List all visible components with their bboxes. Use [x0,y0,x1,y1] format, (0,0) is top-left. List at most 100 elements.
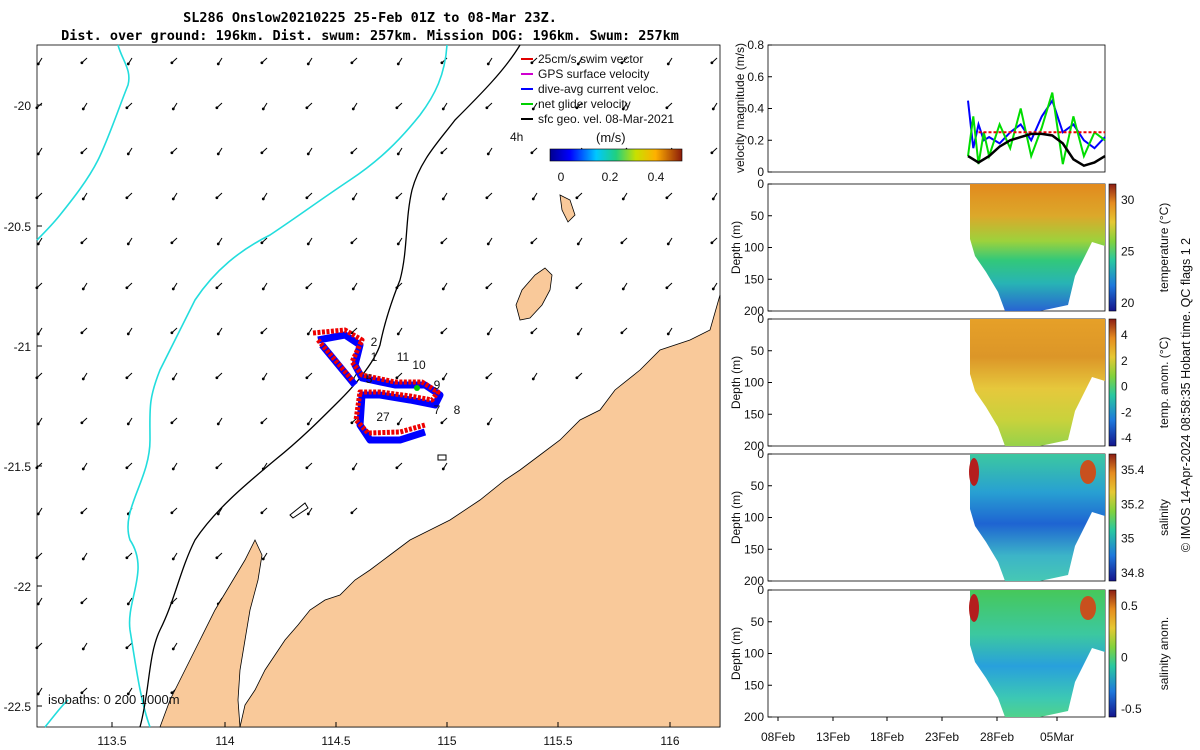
section-colorbar [1108,589,1117,718]
geo-vector-arrowhead [216,152,220,156]
depth-tick-label: 100 [744,511,764,525]
geo-vector-arrowhead [170,61,174,65]
velocity-series-line [967,132,1106,168]
time-x-axis: 08Feb 13Feb 18Feb 23Feb 28Feb 05Mar [761,717,1074,744]
geo-vector-arrowhead [80,691,84,695]
isobath-1000m [36,44,448,728]
geo-vector-arrowhead [486,62,490,66]
geo-vector-arrowhead [305,376,309,380]
time-x-tick-label: 08Feb [761,730,795,744]
geo-vector-arrowhead [530,151,534,155]
map-x-tick-label: 115.5 [543,734,572,748]
track-label: 1 [371,350,378,364]
geo-vector-arrowhead [170,151,174,155]
geo-vector-arrowhead [711,197,715,201]
geo-vector-arrowhead [261,107,265,111]
colorbar-tick-label: 0.4 [648,170,665,184]
geo-vector-arrowhead [710,61,714,65]
map-x-tick-label: 116 [660,734,679,748]
velocity-y-tick-label: 0.2 [747,133,764,147]
geo-vector-arrowhead [125,196,129,200]
geo-vector-arrowhead [125,556,129,560]
geo-vector-arrowhead [305,286,309,290]
mainland-coast [239,294,721,728]
geo-vector-arrowhead [531,377,535,381]
geo-vector-arrowhead [81,557,85,561]
colorbar-tick-label: 0 [1121,380,1128,394]
geo-vector-arrowhead [306,152,310,156]
geo-vector-arrowhead [711,287,715,291]
map-x-tick-label: 115 [437,734,456,748]
geo-vector-arrowhead [486,152,490,156]
geo-vector-arrowhead [126,422,130,426]
geo-vector-arrowhead [81,467,85,471]
geo-vector-arrowhead [306,512,310,516]
depth-tick-label: 50 [751,479,765,493]
depth-tick-label: 200 [744,439,764,453]
geo-vector-arrowhead [396,62,400,66]
legend-label: sfc geo. vel. 08-Mar-2021 [538,112,674,126]
geo-vector-arrowhead [486,332,490,336]
depth-tick-label: 100 [744,241,764,255]
map-x-tick-label: 114 [215,734,234,748]
velocity-ylabel: velocity magnitude (m/s) [733,43,747,173]
geo-vector-arrowhead [530,241,534,245]
geo-vector-arrowhead [486,422,490,426]
geo-vector-arrowhead [260,151,264,155]
geo-vector-arrowhead [216,512,220,516]
geo-vector-arrowhead [351,107,355,111]
geo-vector-arrowhead [350,511,354,515]
depth-tick-label: 150 [744,272,764,286]
geo-vector-arrowhead [215,106,219,110]
velocity-y-tick-label: 0.4 [747,102,764,116]
colorbar-tick-label: 0 [1121,651,1128,665]
geo-vector-arrowhead [441,467,445,471]
map-y-tick-label: -22.5 [4,700,32,714]
geo-vector-arrowhead [575,376,579,380]
geo-vector-arrowhead [305,196,309,200]
velocity-series [967,92,1106,168]
geo-vector-arrowhead [666,62,670,66]
geo-vector-arrowhead [486,242,490,246]
geo-vector-arrowhead [35,286,39,290]
geo-vector-arrowhead [711,107,715,111]
map-y-tick-label: -22 [14,580,32,594]
velocity-colorbar [549,148,683,162]
depth-axis-label: Depth (m) [729,627,743,680]
depth-tick-label: 100 [744,376,764,390]
depth-tick-label: 0 [757,177,764,191]
geo-vector-arrowhead [125,376,129,380]
geo-vector-arrowhead [170,511,174,515]
geo-vector-arrowhead [350,151,354,155]
colorbar-tick-label: 4 [1121,328,1128,342]
geostrophic-vector-field [35,57,718,696]
geo-vector-arrowhead [126,62,130,66]
geo-vector-arrowhead [215,466,219,470]
geo-vector-arrowhead [395,106,399,110]
geo-vector-arrowhead [485,376,489,380]
geo-vector-arrowhead [620,331,624,335]
geo-vector-arrowhead [440,421,444,425]
geo-vector-arrowhead [126,242,130,246]
geo-vector-arrowhead [575,196,579,200]
geo-vector-arrowhead [710,241,714,245]
geo-vector-arrowhead [440,331,444,335]
geo-vector-arrowhead [621,197,625,201]
track-label: 9 [434,378,441,392]
geo-vector-arrowhead [126,152,130,156]
geo-vector-arrowhead [576,62,580,66]
geo-vector-arrowhead [396,332,400,336]
geo-vector-arrowhead [485,286,489,290]
geo-vector-arrowhead [125,106,129,110]
colorbar-tick-label: 25 [1121,245,1135,259]
depth-tick-label: 100 [744,647,764,661]
legend-label: net glider velocity [538,97,631,111]
geo-vector-arrowhead [81,287,85,291]
geo-vector-arrowhead [485,106,489,110]
geo-vector-arrowhead [531,197,535,201]
geo-vector-arrowhead [260,61,264,65]
geo-vector-arrowhead [261,197,265,201]
map-x-tick-label: 113.5 [97,734,126,748]
depth-axis-label: Depth (m) [729,356,743,409]
